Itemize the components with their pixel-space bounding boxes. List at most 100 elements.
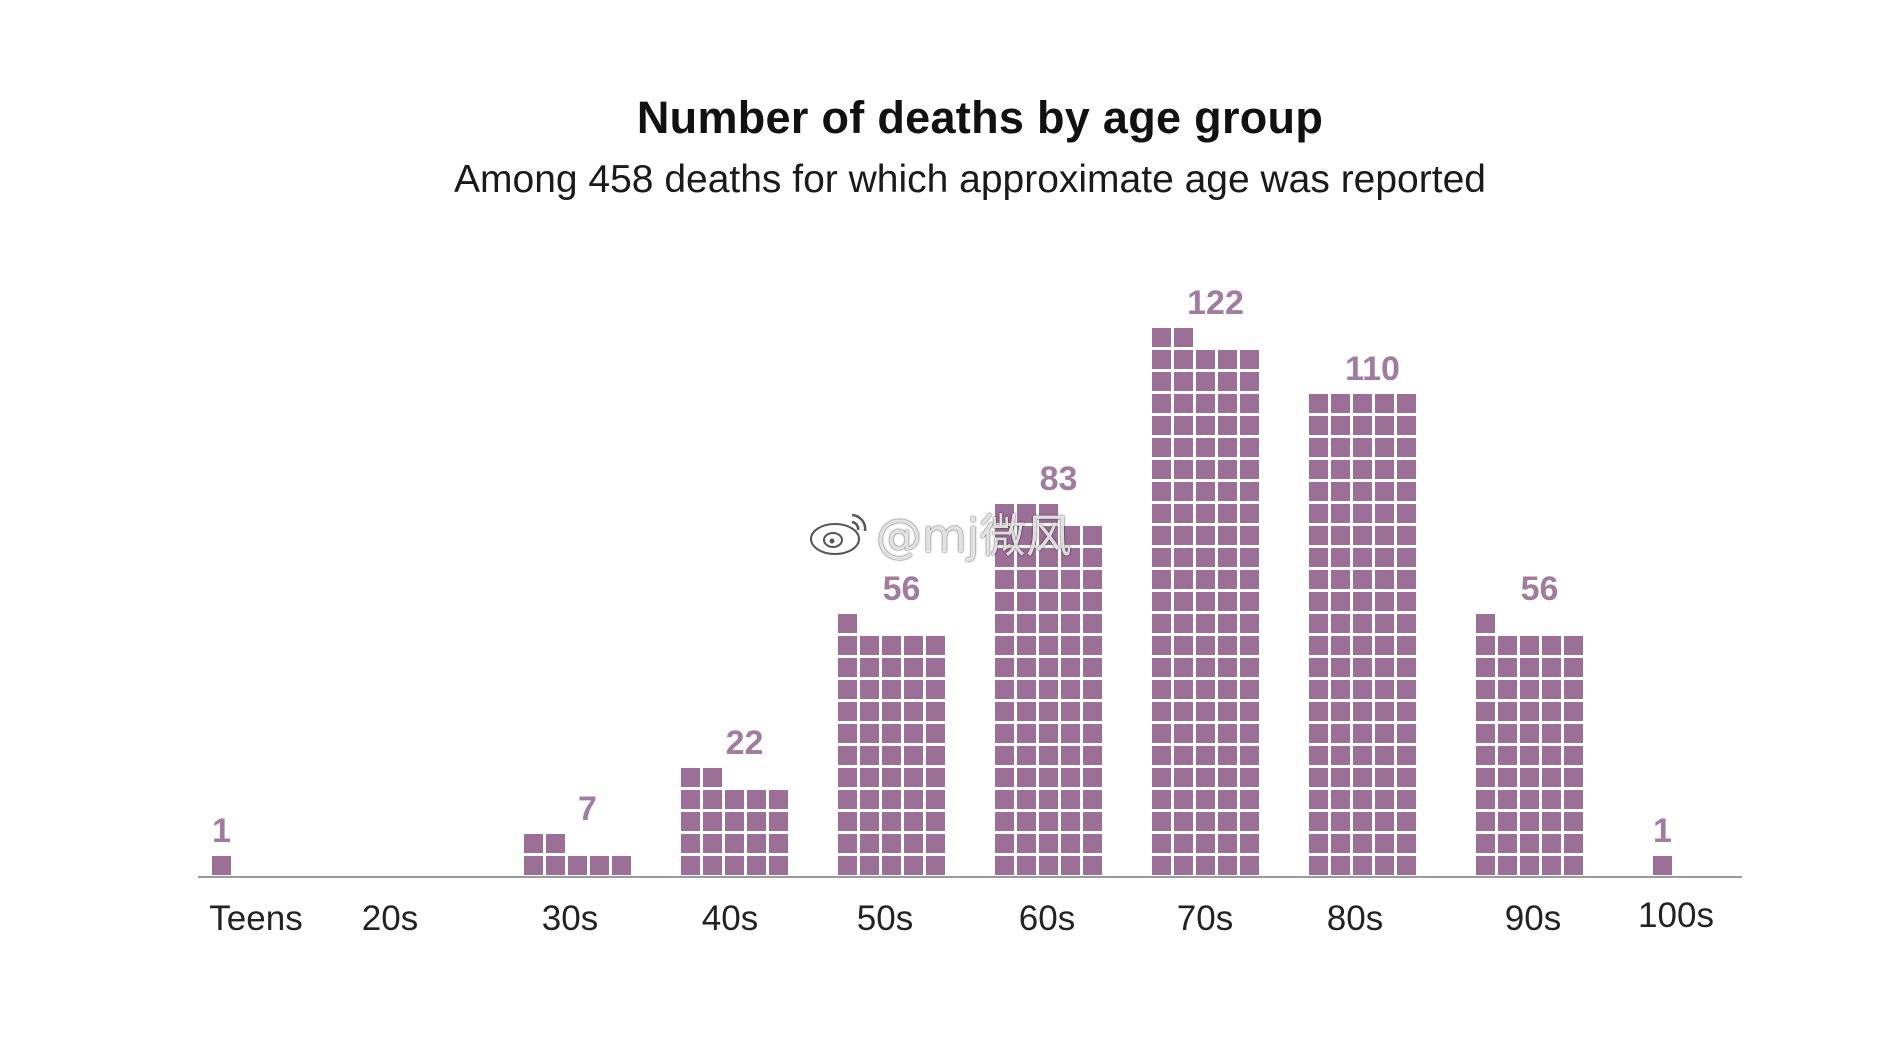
waffle-unit — [1353, 526, 1372, 545]
waffle-unit — [904, 812, 923, 831]
waffle-unit — [1218, 482, 1237, 501]
chart-subtitle: Among 458 deaths for which approximate a… — [454, 158, 1486, 201]
waffle-unit — [904, 636, 923, 655]
waffle-unit — [1331, 746, 1350, 765]
waffle-unit — [1375, 416, 1394, 435]
waffle-unit — [1174, 526, 1193, 545]
waffle-unit — [703, 812, 722, 831]
waffle-unit — [1152, 438, 1171, 457]
waffle-unit — [904, 658, 923, 677]
waffle-unit — [1476, 768, 1495, 787]
waffle-unit — [1520, 636, 1539, 655]
waffle-unit — [1331, 438, 1350, 457]
value-label-60s: 83 — [1040, 460, 1078, 498]
waffle-unit — [882, 790, 901, 809]
waffle-unit — [1152, 680, 1171, 699]
waffle-unit — [1240, 724, 1259, 743]
waffle-unit — [904, 856, 923, 875]
waffle-unit — [1498, 636, 1517, 655]
waffle-unit — [1061, 768, 1080, 787]
waffle-unit — [1039, 702, 1058, 721]
waffle-unit — [1083, 856, 1102, 875]
waffle-unit — [1061, 592, 1080, 611]
waffle-unit — [1397, 746, 1416, 765]
waffle-unit — [1174, 702, 1193, 721]
waffle-unit — [1061, 702, 1080, 721]
waffle-unit — [1331, 812, 1350, 831]
waffle-unit — [1240, 438, 1259, 457]
waffle-unit — [1397, 460, 1416, 479]
waffle-unit — [1218, 350, 1237, 369]
waffle-unit — [1476, 702, 1495, 721]
waffle-unit — [1152, 482, 1171, 501]
waffle-unit — [1353, 636, 1372, 655]
waffle-unit — [769, 812, 788, 831]
waffle-unit — [1218, 372, 1237, 391]
waffle-unit — [1309, 790, 1328, 809]
waffle-unit — [995, 592, 1014, 611]
waffle-unit — [1353, 482, 1372, 501]
waffle-unit — [1196, 526, 1215, 545]
waffle-unit — [1218, 636, 1237, 655]
waffle-unit — [1174, 856, 1193, 875]
waffle-unit — [1309, 438, 1328, 457]
waffle-unit — [1152, 790, 1171, 809]
waffle-unit — [1152, 416, 1171, 435]
waffle-unit — [1331, 592, 1350, 611]
waffle-unit — [1542, 768, 1561, 787]
waffle-unit — [1218, 680, 1237, 699]
waffle-unit — [1397, 812, 1416, 831]
waffle-unit — [1542, 702, 1561, 721]
waffle-unit — [1309, 614, 1328, 633]
waffle-unit — [1240, 394, 1259, 413]
waffle-unit — [1542, 658, 1561, 677]
waffle-unit — [860, 768, 879, 787]
waffle-unit — [1196, 746, 1215, 765]
waffle-unit — [1196, 482, 1215, 501]
waffle-unit — [1331, 504, 1350, 523]
waffle-unit — [1039, 592, 1058, 611]
waffle-unit — [926, 768, 945, 787]
waffle-unit — [1196, 570, 1215, 589]
waffle-unit — [1083, 526, 1102, 545]
waffle-unit — [1375, 592, 1394, 611]
waffle-unit — [212, 856, 231, 875]
value-label-100s: 1 — [1653, 812, 1672, 850]
waffle-unit — [1240, 680, 1259, 699]
waffle-unit — [1039, 724, 1058, 743]
waffle-unit — [1218, 768, 1237, 787]
waffle-unit — [882, 680, 901, 699]
waffle-unit — [1564, 812, 1583, 831]
waffle-unit — [995, 834, 1014, 853]
bar-90s — [1476, 614, 1583, 875]
waffle-unit — [703, 790, 722, 809]
waffle-unit — [1240, 702, 1259, 721]
waffle-unit — [1017, 856, 1036, 875]
waffle-unit — [1331, 460, 1350, 479]
waffle-unit — [1196, 856, 1215, 875]
bar-70s — [1152, 328, 1259, 875]
waffle-unit — [1083, 790, 1102, 809]
waffle-unit — [995, 856, 1014, 875]
waffle-unit — [1240, 372, 1259, 391]
tick-label-50s: 50s — [857, 899, 913, 938]
waffle-unit — [1520, 856, 1539, 875]
waffle-unit — [1353, 702, 1372, 721]
waffle-unit — [860, 724, 879, 743]
waffle-unit — [1218, 592, 1237, 611]
waffle-unit — [1397, 856, 1416, 875]
waffle-unit — [1397, 504, 1416, 523]
waffle-unit — [1375, 614, 1394, 633]
waffle-unit — [1397, 482, 1416, 501]
waffle-unit — [860, 680, 879, 699]
value-labels-group: 1 7 22 56 83 122 110 56 1 — [212, 284, 1672, 850]
waffle-unit — [1397, 724, 1416, 743]
waffle-unit — [1498, 680, 1517, 699]
waffle-unit — [1017, 746, 1036, 765]
waffle-unit — [681, 856, 700, 875]
waffle-unit — [1331, 548, 1350, 567]
waffle-unit — [1309, 702, 1328, 721]
waffle-unit — [1309, 548, 1328, 567]
waffle-unit — [1017, 812, 1036, 831]
waffle-unit — [1309, 416, 1328, 435]
